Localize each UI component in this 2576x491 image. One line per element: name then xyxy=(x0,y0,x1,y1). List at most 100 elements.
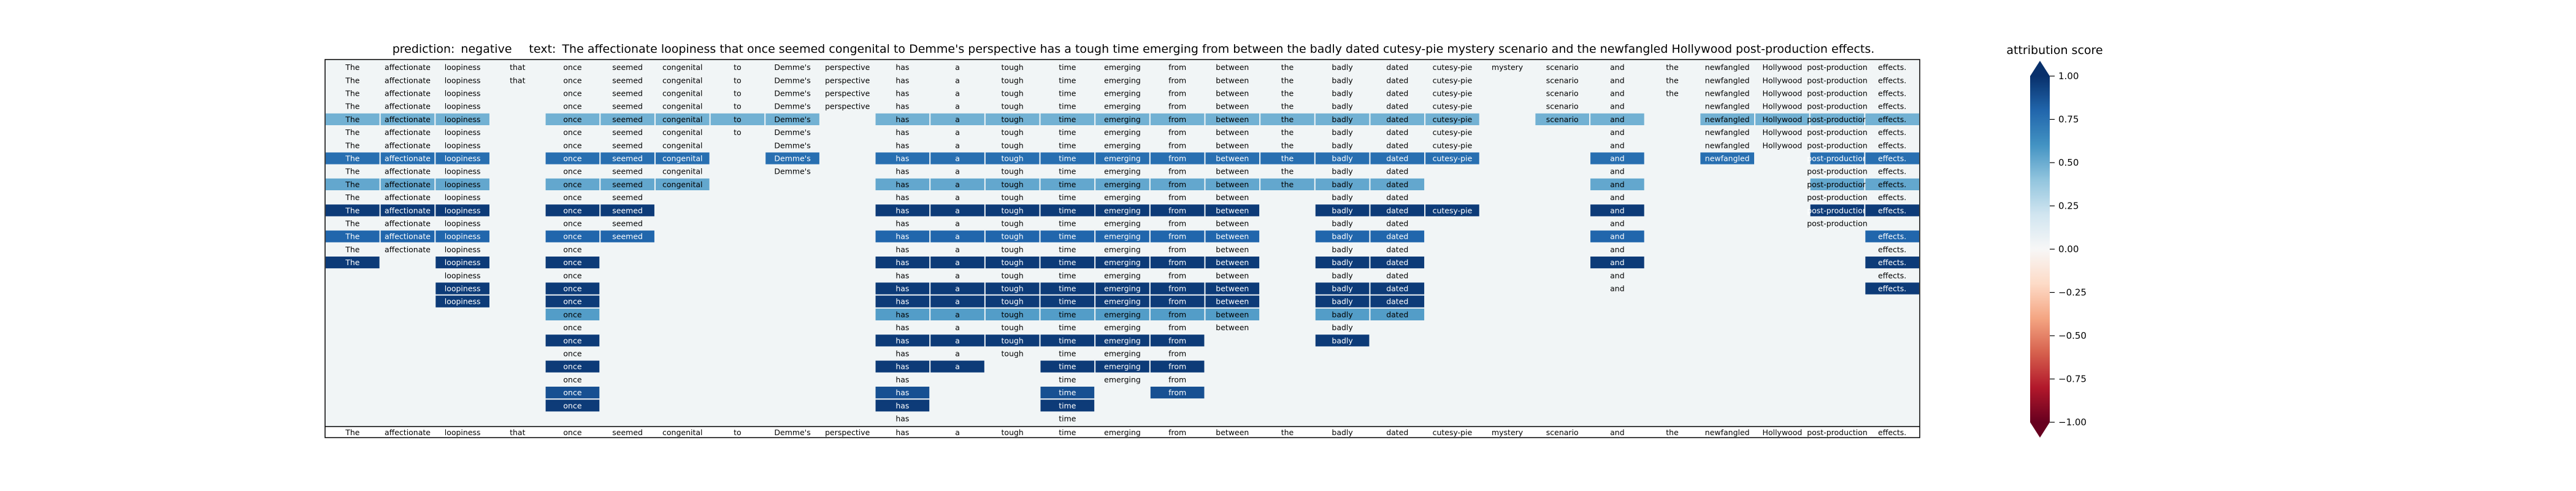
token-label: effects. xyxy=(1878,141,1906,150)
token-label: that xyxy=(510,75,525,85)
heatmap-cell xyxy=(1315,178,1370,190)
token-label: Demme's xyxy=(774,63,810,72)
bottom-token-label: from xyxy=(1168,428,1186,437)
token-label: once xyxy=(563,141,581,150)
full-sentence-row: The affectionate loopiness that once seemed co… xyxy=(345,428,1906,437)
token-label: The xyxy=(345,128,360,137)
token-label: emerging xyxy=(1104,323,1141,332)
token-label: and xyxy=(1610,219,1625,228)
heatmap-cell xyxy=(1040,113,1095,125)
heatmap-cell xyxy=(1095,257,1149,269)
bottom-token-label: perspective xyxy=(825,428,870,437)
token-label: once xyxy=(563,115,581,124)
token-label: effects. xyxy=(1878,115,1906,124)
token-label: cutesy-pie xyxy=(1433,141,1473,150)
token-label: time xyxy=(1059,180,1076,189)
heatmap-cell xyxy=(875,257,930,269)
token-label: between xyxy=(1216,232,1249,241)
token-label: dated xyxy=(1386,297,1408,306)
heatmap-cell xyxy=(1150,295,1205,307)
heatmap-cell xyxy=(1150,204,1205,217)
heatmap-cell xyxy=(875,387,930,399)
token-label: once xyxy=(563,349,581,358)
token-label: loopiness xyxy=(445,258,481,267)
token-label: has xyxy=(895,193,909,202)
token-label: effects. xyxy=(1878,271,1906,280)
heatmap-cell xyxy=(765,152,819,164)
heatmap-cell xyxy=(1205,282,1260,295)
heatmap-cell xyxy=(985,257,1040,269)
heatmap-cell xyxy=(1095,360,1149,373)
token-label: dated xyxy=(1386,193,1408,202)
token-label: the xyxy=(1281,128,1294,137)
token-label: effects. xyxy=(1878,128,1906,137)
token-label: dated xyxy=(1386,128,1408,137)
token-label: and xyxy=(1610,102,1625,111)
heatmap-cell xyxy=(1095,113,1149,125)
token-label: congenital xyxy=(662,141,703,150)
heatmap-cell xyxy=(1040,152,1095,164)
heatmap-cell xyxy=(1590,257,1644,269)
token-label: the xyxy=(1281,154,1294,163)
heatmap-cell xyxy=(1315,295,1370,307)
token-label: has xyxy=(895,102,909,111)
token-label: the xyxy=(1281,167,1294,176)
token-label: newfangled xyxy=(1705,141,1750,150)
token-label: and xyxy=(1610,141,1625,150)
heatmap-cell xyxy=(435,178,489,190)
token-label: emerging xyxy=(1104,232,1141,241)
token-label: from xyxy=(1168,102,1186,111)
heatmap-cell xyxy=(545,400,600,412)
heatmap-cell xyxy=(875,360,930,373)
token-label: has xyxy=(895,128,909,137)
token-label: dated xyxy=(1386,206,1408,215)
heatmap-cell xyxy=(545,387,600,399)
token-label: to xyxy=(734,128,742,137)
token-label: from xyxy=(1168,349,1186,358)
colorbar-tick-label: −0.50 xyxy=(2058,330,2087,341)
token-label: the xyxy=(1281,115,1294,124)
token-label: The xyxy=(345,167,360,176)
token-label: from xyxy=(1168,323,1186,332)
token-label: effects. xyxy=(1878,232,1906,241)
heatmap-cell xyxy=(1590,113,1644,125)
token-label: the xyxy=(1281,75,1294,85)
heatmap-cell xyxy=(326,257,380,269)
token-label: affectionate xyxy=(385,89,431,98)
heatmap-cell xyxy=(930,204,984,217)
token-label: The xyxy=(345,63,360,72)
token-label: a xyxy=(955,141,960,150)
token-label: time xyxy=(1059,310,1076,319)
token-label: once xyxy=(563,193,581,202)
token-label: Demme's xyxy=(774,154,810,163)
token-label: the xyxy=(1281,102,1294,111)
heatmap-cell xyxy=(1865,152,1919,164)
heatmap-row: The loopiness once has a tough time emerging fro… xyxy=(326,257,1919,269)
token-label: once xyxy=(563,102,581,111)
heatmap-cell xyxy=(1590,152,1644,164)
token-label: dated xyxy=(1386,63,1408,72)
token-label: a xyxy=(955,349,960,358)
heatmap-cell xyxy=(380,113,435,125)
heatmap-row: The affectionate loopiness once seemed congen… xyxy=(326,152,1919,164)
bottom-token-label: that xyxy=(510,428,525,437)
token-label: dated xyxy=(1386,232,1408,241)
heatmap-cell xyxy=(600,204,654,217)
heatmap-cell xyxy=(1865,204,1919,217)
token-label: has xyxy=(895,310,909,319)
token-label: dated xyxy=(1386,219,1408,228)
token-label: a xyxy=(955,206,960,215)
colorbar-bottom-arrow xyxy=(2030,422,2050,438)
heatmap-row: once has time xyxy=(545,400,1095,412)
token-label: time xyxy=(1059,102,1076,111)
heatmap-cell xyxy=(1040,360,1095,373)
heatmap-cell xyxy=(1425,113,1479,125)
token-label: and xyxy=(1610,232,1625,241)
token-label: from xyxy=(1168,89,1186,98)
token-label: from xyxy=(1168,180,1186,189)
token-label: a xyxy=(955,63,960,72)
heatmap-row: has time xyxy=(895,414,1076,423)
token-label: emerging xyxy=(1104,336,1141,345)
token-label: time xyxy=(1059,271,1076,280)
